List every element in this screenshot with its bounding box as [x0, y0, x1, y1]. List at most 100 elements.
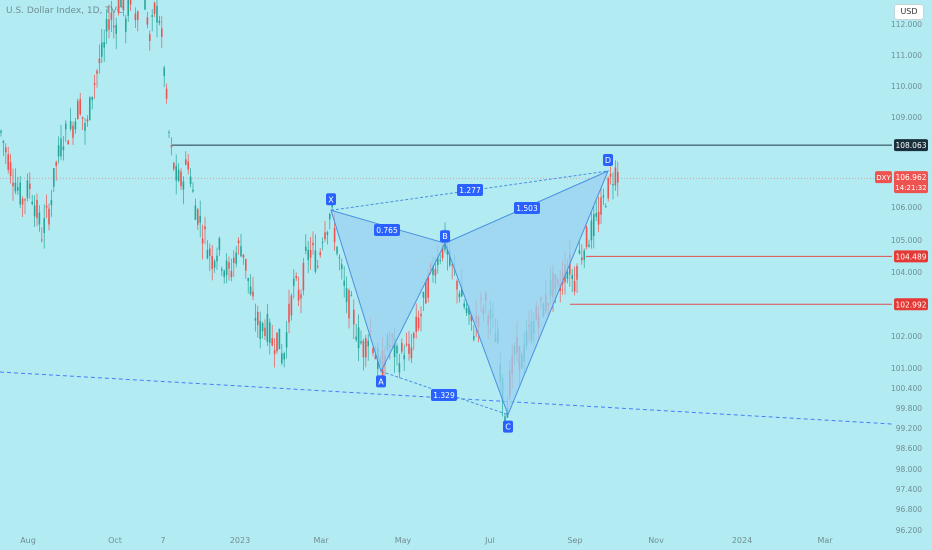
- ratio-label-box[interactable]: [514, 202, 540, 214]
- candle-body: [233, 257, 235, 263]
- bar-countdown: 14:21:32: [895, 184, 926, 192]
- candle-body: [305, 246, 307, 252]
- candle-body: [401, 343, 403, 352]
- y-tick-label: 106.000: [891, 203, 922, 212]
- ratio-label: 1.277: [459, 186, 481, 195]
- pattern-point-x-box[interactable]: [326, 193, 336, 206]
- current-price-tag-box: [894, 171, 928, 194]
- candle-body: [31, 201, 33, 205]
- y-tick-label: 96.200: [896, 526, 922, 535]
- candle-body: [420, 313, 422, 317]
- candle-body: [609, 173, 612, 177]
- candle-body: [84, 123, 86, 131]
- candle-body: [69, 121, 72, 130]
- candle-body: [144, 0, 146, 10]
- candle-body: [273, 350, 276, 354]
- candle-body: [465, 307, 468, 313]
- candle-body: [312, 242, 314, 246]
- candle-body: [360, 341, 362, 344]
- x-tick-label: Mar: [817, 536, 833, 545]
- candle-body: [583, 250, 585, 260]
- candle-body: [585, 226, 588, 248]
- candle-body: [146, 17, 149, 25]
- candle-body: [605, 206, 607, 208]
- candle-body: [271, 338, 273, 346]
- y-tick-label: 105.000: [891, 236, 922, 245]
- candle-body: [336, 246, 338, 254]
- candle-body: [417, 317, 420, 329]
- candle-body: [393, 338, 396, 358]
- candle-body: [26, 180, 29, 198]
- candle-body: [17, 187, 19, 191]
- candle-body: [458, 293, 461, 298]
- candle-body: [65, 123, 67, 130]
- candle-body: [228, 262, 230, 269]
- y-tick-label: 109.000: [891, 113, 922, 122]
- candle-body: [163, 67, 165, 77]
- pattern-point-a: A: [378, 377, 384, 386]
- candle-body: [573, 280, 576, 292]
- y-tick-label: 96.800: [896, 505, 922, 514]
- candle-body: [461, 285, 463, 297]
- pattern-point-c: C: [505, 423, 511, 432]
- candle-body: [581, 257, 583, 261]
- candle-body: [36, 199, 38, 218]
- candle-body: [278, 328, 281, 350]
- candle-body: [576, 266, 578, 280]
- level-tag-108.063: [894, 139, 928, 152]
- pattern-point-d-box[interactable]: [603, 154, 613, 166]
- y-tick-label: 98.600: [896, 444, 922, 453]
- pattern-point-d: D: [605, 156, 611, 165]
- candle-body: [134, 13, 137, 21]
- x-tick-label: May: [395, 536, 412, 545]
- symbol-tag-box: [875, 171, 892, 184]
- candle-body: [355, 336, 357, 340]
- candle-body: [96, 70, 98, 74]
- currency-button[interactable]: USD: [894, 4, 924, 20]
- candle-body: [194, 205, 197, 220]
- candle-body: [240, 246, 242, 257]
- candle-body: [350, 295, 353, 297]
- pattern-point-b-box[interactable]: [440, 230, 450, 243]
- candle-body: [153, 2, 156, 14]
- candle-body: [189, 176, 192, 185]
- candle-body: [161, 28, 163, 37]
- candle-body: [439, 259, 441, 261]
- candle-body: [201, 238, 204, 244]
- candle-body: [254, 318, 257, 321]
- candle-body: [0, 130, 2, 133]
- candle-body: [247, 278, 249, 282]
- pattern-point-a-box[interactable]: [376, 375, 386, 388]
- candle-body: [33, 205, 36, 217]
- ratio-label-box[interactable]: [431, 389, 457, 401]
- ratio-label-box[interactable]: [374, 224, 400, 236]
- candle-body: [309, 250, 312, 258]
- candle-body: [29, 183, 31, 190]
- candle-body: [317, 265, 319, 267]
- x-tick-label: Mar: [313, 536, 329, 545]
- candle-body: [50, 200, 53, 205]
- candle-body: [353, 309, 355, 325]
- candle-body: [77, 101, 79, 120]
- candle-body: [590, 220, 593, 241]
- candle-body: [333, 227, 336, 243]
- candle-body: [204, 226, 206, 230]
- ratio-label-box[interactable]: [457, 184, 483, 196]
- x-tick-label: Jul: [484, 536, 495, 545]
- candle-body: [103, 41, 105, 48]
- candle-body: [242, 254, 245, 258]
- level-tag-text: 108.063: [895, 141, 926, 150]
- y-tick-label: 99.800: [896, 404, 922, 413]
- candle-body: [276, 332, 278, 352]
- candle-body: [415, 316, 417, 332]
- candle-body: [264, 327, 266, 337]
- candle-body: [470, 314, 473, 322]
- candle-body: [600, 197, 602, 215]
- candle-body: [21, 198, 24, 205]
- candle-body: [158, 20, 161, 23]
- candle-body: [216, 255, 218, 262]
- pattern-point-c-box[interactable]: [503, 420, 513, 433]
- candle-body: [566, 271, 569, 279]
- candle-body: [209, 248, 211, 256]
